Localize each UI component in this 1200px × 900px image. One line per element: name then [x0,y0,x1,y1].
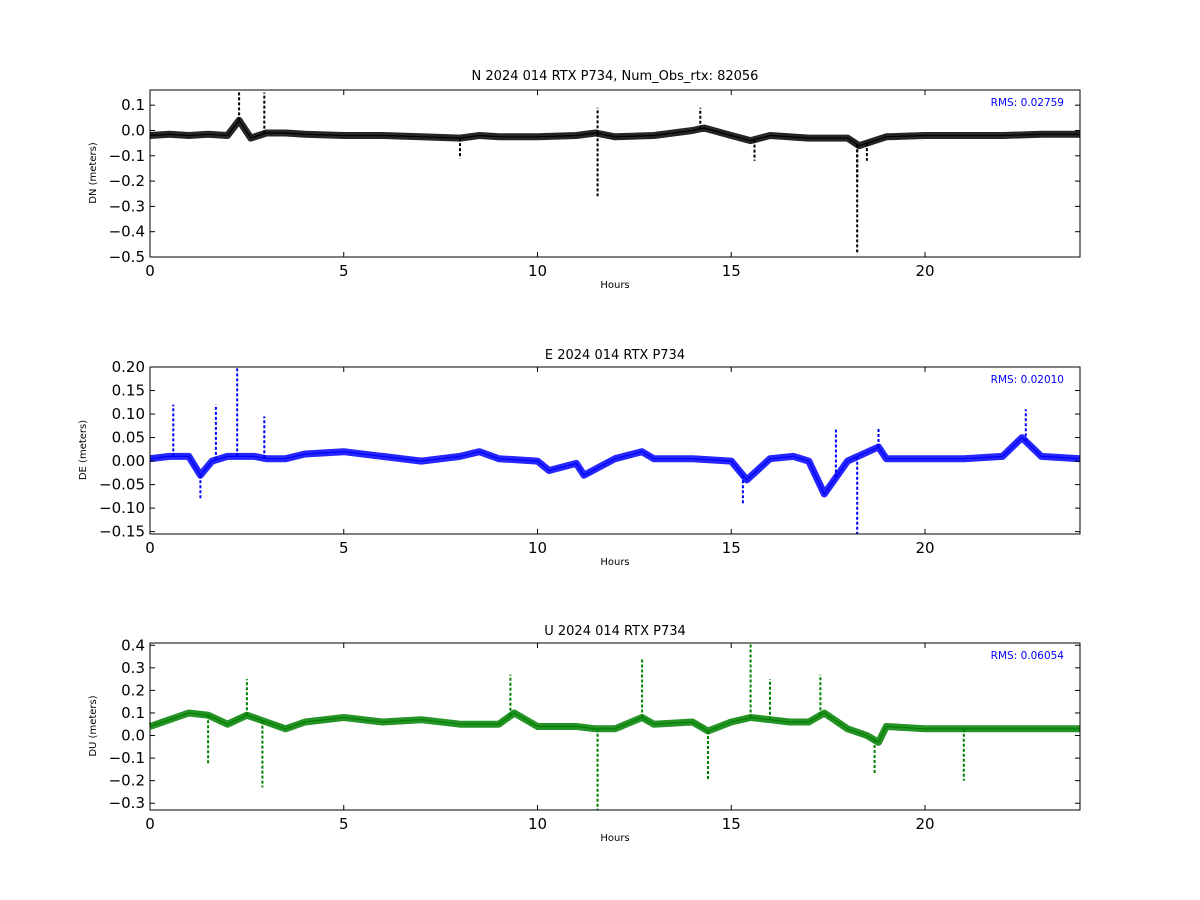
panel-title: E 2024 014 RTX P734 [545,348,685,363]
x-tick-label: 5 [339,539,349,557]
x-tick-label: 0 [145,539,155,557]
panel-title: N 2024 014 RTX P734, Num_Obs_rtx: 82056 [472,69,759,84]
x-axis-label: Hours [600,833,629,844]
panel-east: E 2024 014 RTX P734 RMS: 0.02010 0 5 10 15 2… [78,348,1081,568]
x-ticks: 0 5 10 15 20 [145,643,935,833]
series-layer [149,367,1081,534]
y-tick-label: −0.15 [99,523,145,541]
y-axis-label: DE (meters) [78,420,89,480]
y-tick-label: −0.2 [109,772,145,790]
y-ticks: 0.1 0.0 −0.1 −0.2 −0.3 −0.4 −0.5 [109,96,1080,266]
series-line [149,712,1080,744]
y-tick-label: 0.4 [121,636,145,654]
y-tick-label: −0.10 [99,499,145,517]
y-tick-label: −0.4 [109,223,145,241]
x-axis-label: Hours [600,557,629,568]
y-ticks: 0.4 0.3 0.2 0.1 0.0 −0.1 −0.2 −0.3 [109,636,1080,812]
plot-frame [149,642,1081,811]
series-layer [149,90,1080,255]
x-axis-label: Hours [600,280,629,291]
y-tick-label: −0.2 [109,172,145,190]
x-tick-label: 10 [528,815,547,833]
y-tick-label: −0.1 [109,749,145,767]
y-tick-label: 0.1 [121,704,145,722]
y-tick-label: 0.2 [121,681,145,699]
series-layer [148,643,1080,810]
x-tick-label: 10 [528,539,547,557]
y-tick-label: −0.3 [109,197,145,215]
y-tick-label: −0.3 [109,794,145,812]
plot-frame [149,89,1081,258]
x-ticks: 0 5 10 15 20 [145,367,935,557]
y-tick-label: 0.1 [121,96,145,114]
x-tick-label: 10 [528,262,547,280]
x-tick-label: 0 [145,262,155,280]
x-tick-label: 20 [915,262,934,280]
y-ticks: 0.20 0.15 0.10 0.05 0.00 −0.05 −0.10 −0.15 [99,358,1080,541]
x-tick-label: 0 [145,815,155,833]
x-ticks: 0 5 10 15 20 [145,90,935,280]
y-tick-label: 0.0 [121,727,145,745]
y-tick-label: −0.1 [109,147,145,165]
y-axis-label: DN (meters) [88,142,99,204]
x-tick-label: 20 [915,539,934,557]
x-tick-label: 15 [722,815,741,833]
x-tick-label: 5 [339,262,349,280]
y-tick-label: 0.05 [112,429,145,447]
x-tick-label: 5 [339,815,349,833]
y-tick-label: 0.20 [112,358,145,376]
panel-up: U 2024 014 RTX P734 RMS: 0.06054 0 5 10 15 2… [88,624,1081,844]
x-tick-label: 15 [722,539,741,557]
y-tick-label: 0.15 [112,382,145,400]
y-axis-label: DU (meters) [88,695,99,756]
y-tick-label: −0.05 [99,476,145,494]
panel-title: U 2024 014 RTX P734 [544,624,686,639]
series-line [149,436,1081,496]
y-tick-label: 0.3 [121,659,145,677]
rms-annotation: RMS: 0.02010 [991,374,1064,386]
panel-north: N 2024 014 RTX P734, Num_Obs_rtx: 82056 … [88,69,1081,291]
rms-annotation: RMS: 0.06054 [991,650,1065,662]
y-tick-label: 0.10 [112,405,145,423]
x-tick-label: 20 [915,815,934,833]
rms-annotation: RMS: 0.02759 [991,97,1064,109]
y-tick-label: 0.00 [112,452,145,470]
y-tick-label: 0.0 [121,121,145,139]
plot-frame [149,366,1081,535]
series-line [149,119,1080,147]
y-tick-label: −0.5 [109,248,145,266]
x-tick-label: 15 [722,262,741,280]
